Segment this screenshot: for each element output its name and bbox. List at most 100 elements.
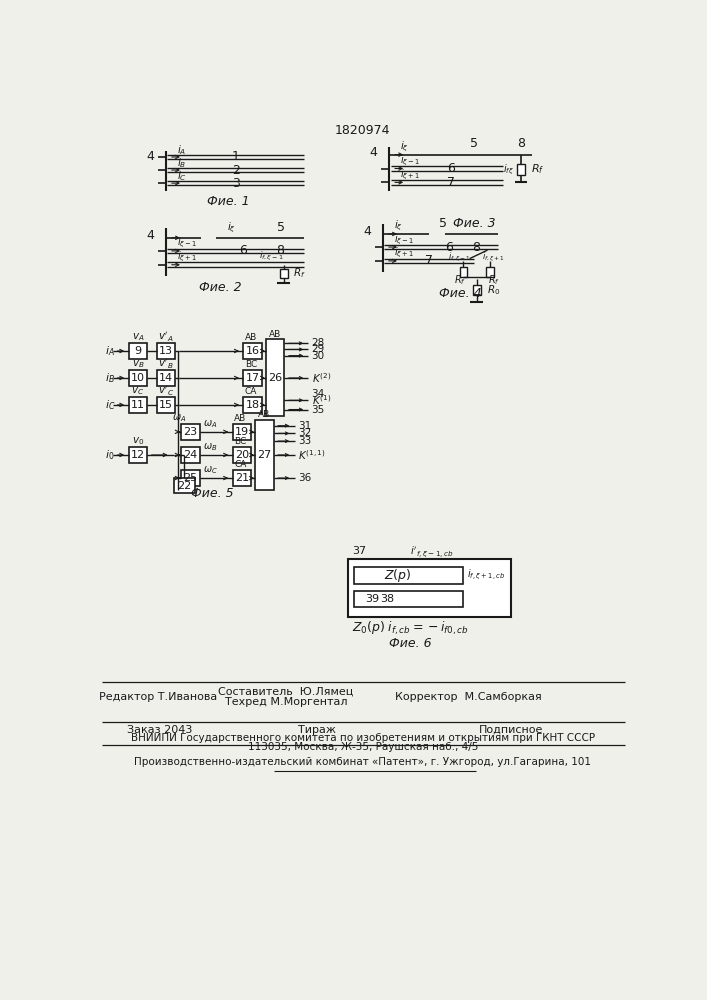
Text: 37: 37 — [353, 546, 367, 556]
Text: AB: AB — [234, 414, 247, 423]
Text: $i_B$: $i_B$ — [177, 156, 186, 170]
Text: 12: 12 — [131, 450, 145, 460]
Text: $i_\xi$: $i_\xi$ — [400, 140, 409, 154]
Text: $i_B$: $i_B$ — [105, 371, 115, 385]
Text: 20: 20 — [235, 450, 249, 460]
Text: 22: 22 — [177, 481, 192, 491]
Text: $\omega_C$: $\omega_C$ — [203, 464, 218, 476]
Text: 2: 2 — [232, 164, 240, 177]
Text: Техред М.Моргентал: Техред М.Моргентал — [225, 697, 347, 707]
Text: 33: 33 — [298, 436, 312, 446]
Bar — [129, 447, 147, 463]
Text: $v_A$: $v_A$ — [132, 331, 144, 343]
Text: $i_0$: $i_0$ — [105, 448, 115, 462]
Text: ВНИИПИ Государственного комитета по изобретениям и открытиям при ГКНТ СССР: ВНИИПИ Государственного комитета по изоб… — [131, 733, 595, 743]
Text: $i_{\xi+1}$: $i_{\xi+1}$ — [400, 167, 421, 182]
Bar — [243, 397, 262, 413]
Text: 113035, Москва, Ж-35, Раушская наб., 4/5: 113035, Москва, Ж-35, Раушская наб., 4/5 — [247, 742, 478, 752]
Text: $v'_C$: $v'_C$ — [158, 384, 174, 398]
Text: AB: AB — [245, 333, 257, 342]
Text: 15: 15 — [159, 400, 173, 410]
Text: $i_{f,\xi-1}$: $i_{f,\xi-1}$ — [259, 250, 284, 263]
Text: CA: CA — [234, 460, 247, 469]
Text: 32: 32 — [298, 428, 312, 438]
Text: $i_{\xi+1}$: $i_{\xi+1}$ — [394, 246, 414, 260]
Text: 11: 11 — [131, 400, 145, 410]
Bar — [129, 397, 147, 413]
Bar — [255, 420, 274, 490]
Bar — [266, 339, 284, 416]
Text: Фие. 5: Фие. 5 — [191, 487, 234, 500]
Text: 31: 31 — [298, 421, 312, 431]
Text: BC: BC — [245, 360, 257, 369]
Bar — [129, 370, 147, 386]
Text: $i_A$: $i_A$ — [105, 344, 115, 358]
Text: $v_B$: $v_B$ — [132, 358, 144, 370]
Text: 14: 14 — [159, 373, 173, 383]
Text: $v'_B$: $v'_B$ — [158, 357, 174, 371]
Text: $i_{\xi-1}$: $i_{\xi-1}$ — [400, 154, 421, 168]
Text: Составитель  Ю.Лямец: Составитель Ю.Лямец — [218, 686, 354, 696]
Bar — [354, 591, 462, 607]
Text: $R_f$: $R_f$ — [454, 273, 466, 287]
Text: 36: 36 — [298, 473, 312, 483]
Text: 5: 5 — [276, 221, 285, 234]
Text: 13: 13 — [159, 346, 173, 356]
Bar — [233, 424, 251, 440]
Text: $i_{f,\xi-1}$: $i_{f,\xi-1}$ — [448, 251, 471, 264]
Text: $R_0$: $R_0$ — [486, 283, 500, 297]
Text: Фие. 4: Фие. 4 — [439, 287, 481, 300]
Text: Фие. 6: Фие. 6 — [389, 637, 431, 650]
Text: 28: 28 — [312, 338, 325, 348]
Text: 1: 1 — [232, 150, 240, 163]
Text: Редактор Т.Иванова: Редактор Т.Иванова — [99, 692, 217, 702]
Bar — [156, 343, 175, 359]
Text: $i_{\xi-1}$: $i_{\xi-1}$ — [394, 232, 414, 247]
Text: BC: BC — [234, 437, 247, 446]
Text: 25: 25 — [184, 473, 198, 483]
Text: 6: 6 — [445, 241, 453, 254]
Text: 10: 10 — [131, 373, 145, 383]
Text: $v'_A$: $v'_A$ — [158, 330, 174, 344]
Text: 29: 29 — [312, 344, 325, 354]
Text: 27: 27 — [257, 450, 271, 460]
Bar — [156, 397, 175, 413]
Bar — [460, 267, 467, 277]
Text: 5: 5 — [470, 137, 479, 150]
Text: $R_f$: $R_f$ — [293, 266, 305, 280]
Bar — [175, 478, 194, 493]
Text: Фие. 2: Фие. 2 — [199, 281, 241, 294]
Text: 4: 4 — [370, 146, 378, 159]
Text: $i_{\xi+1}$: $i_{\xi+1}$ — [177, 250, 197, 264]
Bar — [129, 343, 147, 359]
Text: 16: 16 — [245, 346, 259, 356]
Text: 19: 19 — [235, 427, 249, 437]
Text: 8: 8 — [276, 244, 285, 257]
Text: Производственно-издательский комбинат «Патент», г. Ужгород, ул.Гагарина, 101: Производственно-издательский комбинат «П… — [134, 757, 591, 767]
Text: 35: 35 — [312, 405, 325, 415]
Bar — [182, 470, 200, 486]
Bar — [348, 559, 510, 617]
Text: $i_{f\xi}$: $i_{f\xi}$ — [503, 163, 514, 177]
Bar — [473, 285, 481, 295]
Bar — [233, 470, 251, 486]
Text: Фие. 1: Фие. 1 — [206, 195, 249, 208]
Text: 8: 8 — [472, 241, 480, 254]
Text: $i_A$: $i_A$ — [177, 143, 186, 157]
Text: $i_\xi$: $i_\xi$ — [394, 219, 403, 233]
Bar — [354, 567, 462, 584]
Text: Тираж: Тираж — [298, 725, 336, 735]
Bar — [280, 269, 288, 278]
Text: $Z_0(p)\; i_{f,cb} = -i_{f0,cb}$: $Z_0(p)\; i_{f,cb} = -i_{f0,cb}$ — [351, 620, 469, 637]
Text: $i_\xi$: $i_\xi$ — [227, 221, 236, 235]
Text: $R_f$: $R_f$ — [531, 162, 544, 176]
Text: $i'_{f,\xi-1,cb}$: $i'_{f,\xi-1,cb}$ — [410, 544, 454, 559]
Text: 7: 7 — [447, 176, 455, 189]
Text: 23: 23 — [184, 427, 198, 437]
Text: $v_C$: $v_C$ — [132, 385, 144, 397]
Text: 17: 17 — [245, 373, 259, 383]
Text: 8: 8 — [517, 137, 525, 150]
Text: $i_{f,\xi+1}$: $i_{f,\xi+1}$ — [482, 251, 506, 264]
Text: CA: CA — [245, 387, 257, 396]
Text: $v_0$: $v_0$ — [132, 435, 144, 447]
